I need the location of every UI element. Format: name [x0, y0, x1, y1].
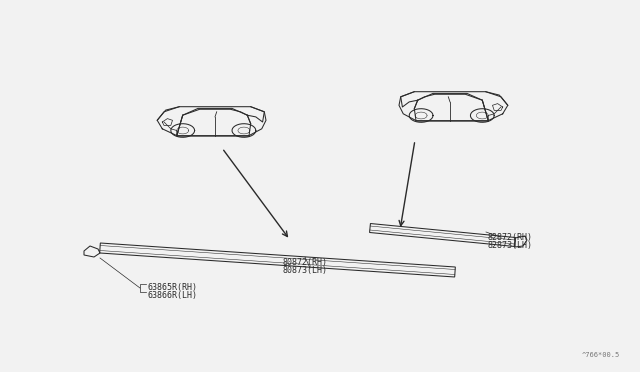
Text: ^766*00.5: ^766*00.5 — [582, 352, 620, 358]
Text: 82873(LH): 82873(LH) — [488, 241, 533, 250]
Text: 80872(RH): 80872(RH) — [282, 258, 328, 267]
Text: 63865R(RH): 63865R(RH) — [148, 283, 198, 292]
Text: 82872(RH): 82872(RH) — [488, 233, 533, 242]
Text: 63866R(LH): 63866R(LH) — [148, 291, 198, 300]
Text: 80873(LH): 80873(LH) — [282, 266, 328, 275]
